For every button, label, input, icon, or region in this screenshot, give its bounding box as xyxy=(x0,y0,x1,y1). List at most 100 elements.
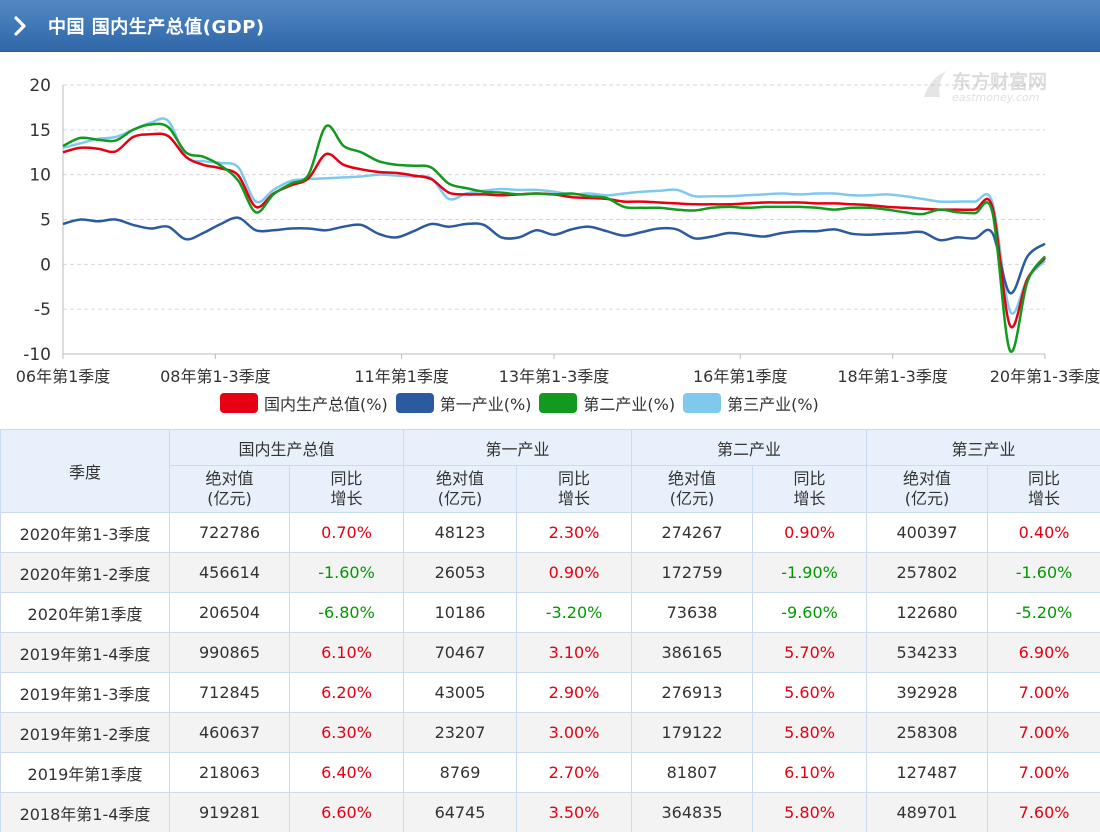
gdp-yoy-cell: 0.70% xyxy=(288,512,405,553)
gdp-table: 季度 国内生产总值 第一产业 第二产业 第三产业 绝对值 (亿元) 同比 增长 绝对值(… xyxy=(0,429,1100,832)
gdp-value-cell: 919281 xyxy=(169,792,290,832)
gdp-yoy-cell: -1.60% xyxy=(288,552,405,593)
x-tick-label: 08年第1-3季度 xyxy=(160,367,271,386)
tertiary-yoy-cell: 7.00% xyxy=(987,752,1100,793)
primary-yoy-cell: 2.90% xyxy=(516,672,633,713)
quarter-cell: 2019年第1-2季度 xyxy=(0,712,170,753)
secondary-value-cell: 179122 xyxy=(631,712,754,753)
primary-value-cell: 8769 xyxy=(403,752,518,793)
tertiary-yoy-cell: 7.00% xyxy=(987,712,1100,753)
legend-label: 第三产业(%) xyxy=(727,395,819,414)
secondary-value-cell: 81807 xyxy=(631,752,754,793)
secondary-yoy-cell: 5.60% xyxy=(752,672,868,713)
series-line-1 xyxy=(62,216,1046,295)
secondary-value-cell: 172759 xyxy=(631,552,754,593)
y-tick-label: 15 xyxy=(29,121,51,141)
table-row: 2020年第1-2季度 456614 -1.60% 26053 0.90% 172759-… xyxy=(0,552,1100,593)
legend-label: 国内生产总值(%) xyxy=(264,395,388,414)
gdp-yoy-cell: 6.30% xyxy=(288,712,405,753)
tertiary-yoy-cell: 6.90% xyxy=(987,632,1100,673)
tertiary-yoy-cell: 7.60% xyxy=(987,792,1100,832)
secondary-value-cell: 364835 xyxy=(631,792,754,832)
table-row: 2019年第1-2季度 460637 6.30% 23207 3.00% 179122 5.… xyxy=(0,712,1100,753)
gdp-yoy-cell: 6.10% xyxy=(288,632,405,673)
chart-legend: 国内生产总值(%) 第一产业(%) 第二产业(%) 第三产业(%) xyxy=(220,391,827,415)
quarter-cell: 2019年第1-3季度 xyxy=(0,672,170,713)
y-tick-label: -10 xyxy=(23,345,51,365)
primary-value-cell: 26053 xyxy=(403,552,518,593)
secondary-yoy-cell: 5.70% xyxy=(752,632,868,673)
group-header-tertiary: 第三产业 xyxy=(866,429,1100,466)
secondary-value-cell: 276913 xyxy=(631,672,754,713)
series-line-3 xyxy=(62,117,1046,315)
gdp-chart: 20 15 10 5 0 -5 -10 06年第1季度 08年第1-3季度 11年第1季度 13年第… xyxy=(0,53,1100,429)
tertiary-value-cell: 400397 xyxy=(866,512,989,553)
gdp-value-cell: 456614 xyxy=(169,552,290,593)
legend-item[interactable]: 第一产业(%) xyxy=(395,391,531,415)
secondary-value-cell: 274267 xyxy=(631,512,754,553)
legend-swatch xyxy=(683,393,722,413)
page-title: 中国 国内生产总值(GDP) xyxy=(48,16,265,38)
gdp-yoy-cell: 6.60% xyxy=(288,792,405,832)
primary-yoy-cell: 3.50% xyxy=(516,792,633,832)
y-tick-label: 20 xyxy=(29,76,51,96)
yoy-growth-header: 同比 增长 xyxy=(987,465,1100,513)
tertiary-value-cell: 258308 xyxy=(866,712,989,753)
primary-yoy-cell: -3.20% xyxy=(516,592,633,633)
x-tick-label: 18年第1-3季度 xyxy=(837,367,948,386)
tertiary-value-cell: 392928 xyxy=(866,672,989,713)
legend-swatch xyxy=(539,393,578,413)
series-line-2 xyxy=(62,122,1047,353)
x-tick-label: 16年第1季度 xyxy=(693,367,788,386)
primary-value-cell: 64745 xyxy=(403,792,518,832)
y-tick-label: 10 xyxy=(29,166,51,186)
quarter-cell: 2020年第1季度 xyxy=(0,592,170,633)
secondary-value-cell: 386165 xyxy=(631,632,754,673)
legend-item[interactable]: 国内生产总值(%) xyxy=(220,391,388,415)
quarter-cell: 2018年第1-4季度 xyxy=(0,792,170,832)
gdp-value-cell: 460637 xyxy=(169,712,290,753)
quarter-column-header: 季度 xyxy=(0,429,170,513)
primary-value-cell: 43005 xyxy=(403,672,518,713)
primary-value-cell: 23207 xyxy=(403,712,518,753)
legend-label: 第二产业(%) xyxy=(583,395,676,414)
absolute-value-header: 绝对值 (亿元) xyxy=(169,465,290,513)
secondary-yoy-cell: 0.90% xyxy=(752,512,868,553)
tertiary-yoy-cell: -1.60% xyxy=(987,552,1100,593)
primary-value-cell: 48123 xyxy=(403,512,518,553)
table-row: 2018年第1-4季度 919281 6.60% 64745 3.50% 364835 5.… xyxy=(0,792,1100,832)
secondary-yoy-cell: -1.90% xyxy=(752,552,868,593)
sub-header-row: 绝对值 (亿元) 同比 增长 绝对值 (亿元) 同比 增长 绝对值 (亿元) 同比 增长 绝对值 (亿元)… xyxy=(1,465,1100,513)
table-row: 2019年第1-4季度 990865 6.10% 70467 3.10% 386165 5.… xyxy=(0,632,1100,673)
primary-yoy-cell: 3.00% xyxy=(516,712,633,753)
table-row: 2019年第1季度 218063 6.40% 8769 2.70% 81807 6.10% 1… xyxy=(0,752,1100,793)
x-tick-label: 11年第1季度 xyxy=(354,367,449,386)
chevron-right-icon[interactable] xyxy=(0,0,40,52)
gdp-line-chart: 20 15 10 5 0 -5 -10 06年第1季度 08年第1-3季度 11年第1季度 13年第… xyxy=(16,76,1100,386)
legend-item[interactable]: 第三产业(%) xyxy=(683,391,819,415)
yoy-growth-header: 同比 增长 xyxy=(516,465,633,513)
eastmoney-logo-icon xyxy=(924,71,946,97)
eastmoney-watermark: 东方财富网 eastmoney.com xyxy=(920,67,1060,107)
secondary-yoy-cell: 5.80% xyxy=(752,792,868,832)
quarter-cell: 2019年第1-4季度 xyxy=(0,632,170,673)
table-row: 2020年第1-3季度 722786 0.70% 48123 2.30% 274267 0.… xyxy=(0,512,1100,553)
absolute-value-header: 绝对值 (亿元) xyxy=(631,465,754,513)
primary-yoy-cell: 3.10% xyxy=(516,632,633,673)
gdp-yoy-cell: 6.20% xyxy=(288,672,405,713)
y-tick-label: -5 xyxy=(34,300,51,320)
yoy-growth-header: 同比 增长 xyxy=(752,465,868,513)
legend-swatch xyxy=(395,393,434,413)
tertiary-value-cell: 257802 xyxy=(866,552,989,593)
gdp-value-cell: 206504 xyxy=(169,592,290,633)
primary-value-cell: 10186 xyxy=(403,592,518,633)
legend-item[interactable]: 第二产业(%) xyxy=(539,391,675,415)
tertiary-yoy-cell: 7.00% xyxy=(987,672,1100,713)
table-row: 2019年第1-3季度 712845 6.20% 43005 2.90% 276913 5.… xyxy=(0,672,1100,713)
tertiary-value-cell: 534233 xyxy=(866,632,989,673)
primary-yoy-cell: 2.30% xyxy=(516,512,633,553)
group-header-primary: 第一产业 xyxy=(403,429,633,466)
tertiary-value-cell: 122680 xyxy=(866,592,989,633)
gdp-yoy-cell: -6.80% xyxy=(288,592,405,633)
quarter-cell: 2019年第1季度 xyxy=(0,752,170,793)
